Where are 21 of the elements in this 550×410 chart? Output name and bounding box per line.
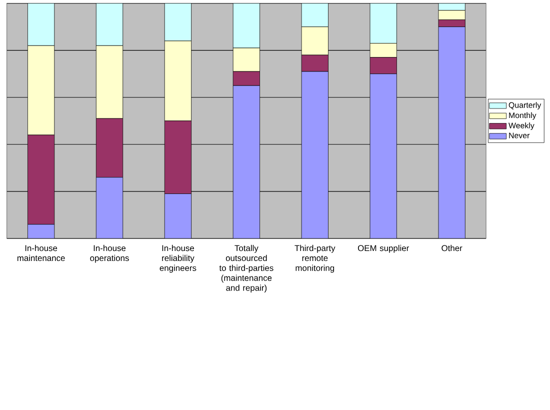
x-tick-label: In-house reliability engineers [160, 244, 196, 273]
bar [96, 177, 124, 238]
bar [232, 3, 260, 48]
bar [96, 3, 124, 46]
bar [301, 71, 328, 238]
x-tick-label: Totally outsourced to third-parties (maintenance and repair) [219, 244, 274, 292]
bar [164, 194, 192, 238]
bar [28, 224, 55, 238]
x-tick-label: Third-party remote monitoring [294, 244, 336, 273]
bar [438, 3, 466, 11]
bar [28, 3, 55, 46]
x-tick-label: Other [442, 244, 462, 252]
bar [370, 3, 397, 44]
x-tick-label: In-house operations [90, 244, 129, 263]
x-tick-label: OEM supplier [358, 244, 409, 253]
bar [301, 3, 328, 27]
bar [438, 26, 466, 238]
bar [232, 85, 260, 238]
bar [370, 74, 397, 238]
x-tick-label: In-house maintenance [17, 244, 65, 261]
bar [164, 3, 192, 42]
